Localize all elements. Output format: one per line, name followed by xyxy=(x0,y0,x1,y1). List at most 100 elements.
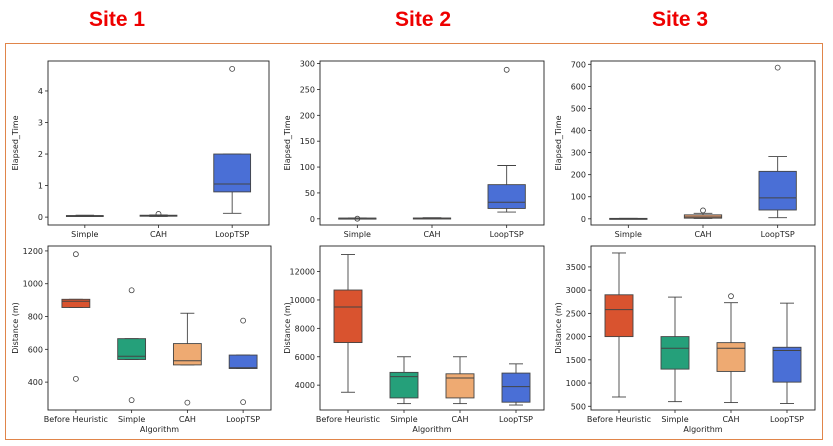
box-iqr xyxy=(683,214,723,219)
box-iqr xyxy=(61,298,91,308)
box-cah xyxy=(683,207,723,219)
box-iqr xyxy=(445,373,475,399)
y-tick-label: 0 xyxy=(38,213,43,222)
y-tick-label: 2500 xyxy=(566,309,586,318)
box-iqr xyxy=(772,346,802,383)
site-3-title: Site 3 xyxy=(652,8,709,31)
x-tick-label: LoopTSP xyxy=(770,415,804,424)
y-tick-label: 200 xyxy=(571,171,586,180)
panel-1: 0 1 2 3 4 Simple CAH LoopTSP Elapsed_Time xyxy=(11,60,270,239)
y-tick-label: 500 xyxy=(571,104,586,113)
outlier-point xyxy=(128,397,135,404)
box-simple xyxy=(609,217,648,220)
y-tick-label: 250 xyxy=(300,85,315,94)
box-looptsp xyxy=(758,64,797,219)
plot-area xyxy=(47,245,272,411)
y-tick-label: 700 xyxy=(571,60,586,69)
box-iqr xyxy=(758,170,797,211)
box-simple xyxy=(65,214,104,217)
outlier-point xyxy=(184,399,191,406)
box-iqr xyxy=(716,342,746,372)
y-tick-label: 300 xyxy=(571,149,586,158)
y-tick-label: 10000 xyxy=(290,296,315,305)
outlier-point xyxy=(155,211,162,217)
panel-6: 500 1000 1500 2000 2500 3000 3500 Before Heuris… xyxy=(554,245,816,434)
y-tick-label: 3 xyxy=(38,119,43,128)
box-iqr xyxy=(213,153,252,193)
outlier-point xyxy=(240,399,247,406)
box-before-heuristic xyxy=(333,254,363,393)
box-simple xyxy=(117,287,147,404)
box-iqr xyxy=(501,372,531,403)
x-tick-label: LoopTSP xyxy=(215,230,249,239)
y-axis-label: Elapsed_Time xyxy=(11,115,20,170)
x-tick-label: Simple xyxy=(661,415,688,424)
box-simple xyxy=(338,215,377,222)
box-cah xyxy=(412,217,452,220)
y-tick-label: 150 xyxy=(300,137,315,146)
outlier-point xyxy=(240,317,247,324)
x-tick-label: CAH xyxy=(694,230,711,239)
box-before-heuristic xyxy=(61,251,91,382)
plot-area xyxy=(47,60,270,226)
x-axis-label: Algorithm xyxy=(140,425,179,434)
x-tick-label: Simple xyxy=(390,415,417,424)
x-tick-label: Before Heuristic xyxy=(316,415,380,424)
y-tick-label: 1000 xyxy=(566,379,586,388)
box-iqr xyxy=(660,336,690,370)
x-tick-label: Before Heuristic xyxy=(44,415,108,424)
box-simple xyxy=(389,356,419,405)
x-tick-label: Simple xyxy=(71,230,98,239)
outlier-point xyxy=(354,215,361,222)
y-tick-label: 0 xyxy=(310,215,315,224)
panel-3: 0 100 200 300 400 500 600 700 Simple CAH LoopTSP El… xyxy=(554,60,816,239)
y-tick-label: 4000 xyxy=(295,381,315,390)
outlier-point xyxy=(128,287,135,294)
x-tick-label: CAH xyxy=(179,415,196,424)
panel-4: 400 600 800 1000 1200 Before Heuristic Simple C… xyxy=(11,245,272,434)
y-tick-label: 0 xyxy=(581,215,586,224)
site-2-title: Site 2 xyxy=(395,8,452,31)
x-tick-label: Before Heuristic xyxy=(587,415,651,424)
outlier-point xyxy=(72,251,79,258)
box-cah xyxy=(172,312,202,406)
y-tick-label: 1 xyxy=(38,182,43,191)
y-axis-label: Distance (m) xyxy=(554,302,563,354)
y-tick-label: 2000 xyxy=(566,333,586,342)
box-iqr xyxy=(172,343,202,366)
outlier-point xyxy=(774,64,781,71)
x-tick-label: Simple xyxy=(118,415,145,424)
panel-5: 4000 6000 8000 10000 12000 Before Heuristic Si… xyxy=(283,245,545,434)
box-simple xyxy=(660,296,690,403)
x-tick-label: CAH xyxy=(423,230,440,239)
box-looptsp xyxy=(487,66,526,213)
x-tick-label: LoopTSP xyxy=(761,230,795,239)
y-tick-label: 200 xyxy=(300,111,315,120)
x-tick-label: Simple xyxy=(615,230,642,239)
x-tick-label: CAH xyxy=(722,415,739,424)
plots-frame xyxy=(5,43,823,440)
box-looptsp xyxy=(501,363,531,406)
y-tick-label: 8000 xyxy=(295,324,315,333)
panel-2: 0 50 100 150 200 250 300 Simple CAH LoopTSP Elapse… xyxy=(283,60,545,239)
y-tick-label: 300 xyxy=(300,60,315,69)
box-before-heuristic xyxy=(604,252,634,398)
y-tick-label: 500 xyxy=(571,402,586,411)
y-tick-label: 50 xyxy=(305,189,315,198)
box-cah xyxy=(716,293,746,404)
y-axis-label: Elapsed_Time xyxy=(554,115,563,170)
x-tick-label: CAH xyxy=(451,415,468,424)
x-tick-label: LoopTSP xyxy=(490,230,524,239)
y-tick-label: 1200 xyxy=(23,247,43,256)
y-axis-label: Distance (m) xyxy=(283,302,292,354)
outlier-point xyxy=(728,293,734,300)
y-tick-label: 4 xyxy=(38,87,43,96)
outlier-point xyxy=(72,375,79,382)
y-tick-label: 100 xyxy=(300,163,315,172)
x-tick-label: LoopTSP xyxy=(226,415,260,424)
box-looptsp xyxy=(772,302,802,404)
box-cah xyxy=(445,356,475,405)
plot-area xyxy=(590,245,816,411)
x-axis-label: Algorithm xyxy=(683,425,722,434)
y-tick-label: 400 xyxy=(571,127,586,136)
